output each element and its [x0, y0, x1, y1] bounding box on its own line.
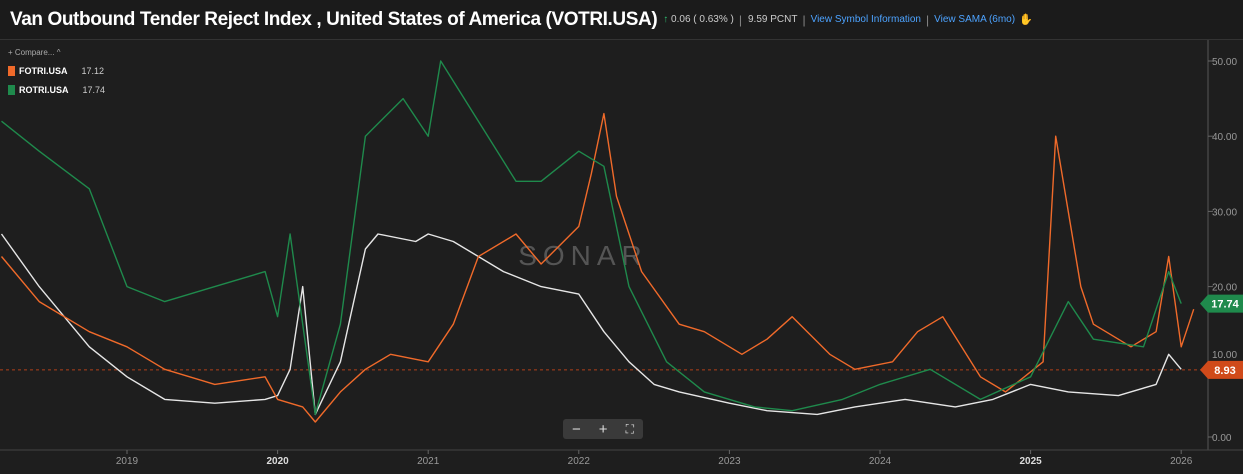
zoom-out-button[interactable]: −	[572, 420, 581, 438]
fullscreen-button[interactable]: ⛶	[625, 421, 634, 436]
x-tick-label: 2020	[266, 456, 289, 467]
price-marker	[1200, 360, 1243, 379]
zoom-controls: − + ⛶	[563, 419, 643, 439]
x-tick-label: 2025	[1019, 456, 1042, 467]
x-tick-label: 2026	[1170, 456, 1193, 467]
price-marker	[1200, 294, 1243, 313]
x-tick-label: 2019	[116, 456, 139, 467]
series-line-fotri-usa	[0, 112, 1195, 423]
compare-button[interactable]: + Compare... ^	[8, 48, 61, 57]
x-tick-label: 2021	[417, 456, 440, 467]
view-sama-link[interactable]: View SAMA (6mo)	[934, 14, 1016, 25]
chart[interactable]: SONAR 0.00 10.00 20.00 30.00 40.00 50.00 2019 20…	[0, 40, 1243, 474]
value-readout: 9.59 PCNT	[747, 14, 798, 25]
x-tick-label: 2024	[869, 456, 892, 467]
price-marker-label: 8.93	[1214, 365, 1235, 377]
y-tick-label: 40.00	[1212, 132, 1237, 143]
y-tick-label: 0.00	[1212, 433, 1232, 444]
view-symbol-info-link[interactable]: View Symbol Information	[810, 14, 921, 25]
y-tick-label: 30.00	[1212, 207, 1237, 218]
price-marker-label: 17.74	[1211, 299, 1239, 311]
series-line-votri-usa	[0, 233, 1182, 416]
watermark: SONAR	[518, 240, 648, 271]
legend-item-rotri[interactable]: ROTRI.USA 17.74	[8, 85, 105, 95]
swatch	[8, 66, 15, 76]
divider: |	[802, 12, 806, 27]
change-readout: ↑ 0.06 ( 0.63% )	[663, 14, 734, 25]
arrow-up-icon: ↑	[663, 14, 669, 25]
hand-icon[interactable]: ✋	[1019, 14, 1033, 26]
x-tick-label: 2022	[568, 456, 591, 467]
y-tick-label: 50.00	[1212, 57, 1237, 68]
series-line-rotri-usa	[1, 60, 1182, 416]
y-tick-label: 20.00	[1212, 283, 1237, 294]
y-tick-label: 10.00	[1212, 350, 1237, 361]
divider: |	[926, 12, 930, 27]
x-tick-label: 2023	[718, 456, 741, 467]
legend-item-fotri[interactable]: FOTRI.USA 17.12	[8, 66, 105, 76]
header: Van Outbound Tender Reject Index , Unite…	[0, 0, 1243, 40]
swatch	[8, 85, 15, 95]
zoom-in-button[interactable]: +	[598, 420, 608, 438]
legend: + Compare... ^ FOTRI.USA 17.12 ROTRI.USA 1…	[8, 48, 105, 95]
divider: |	[738, 12, 742, 27]
page-title: Van Outbound Tender Reject Index , Unite…	[10, 8, 658, 30]
